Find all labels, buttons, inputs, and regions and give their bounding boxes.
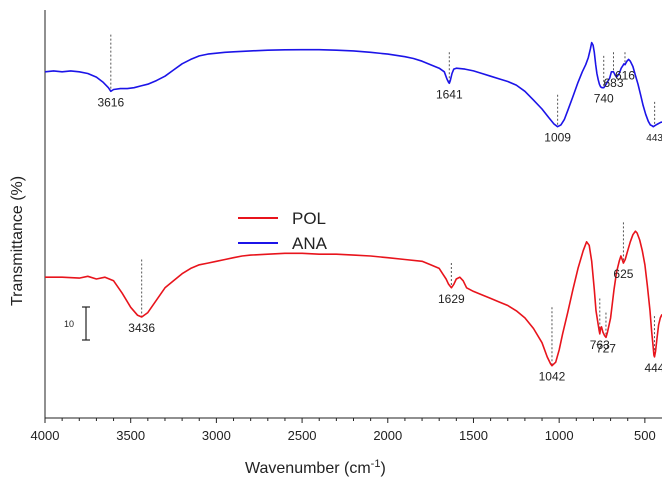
peak-label-3616: 3616: [97, 95, 124, 109]
series-line-pol: [45, 230, 662, 367]
peak-label-443: 443: [646, 133, 662, 144]
legend-label-ana: ANA: [292, 234, 328, 253]
peak-label-616: 616: [615, 69, 635, 83]
legend-label-pol: POL: [292, 209, 326, 228]
plot-frame: [44, 10, 662, 419]
x-tick-label-500: 500: [634, 428, 656, 443]
legend: POL ANA: [238, 209, 328, 253]
peak-guide-lines: [110, 34, 656, 366]
x-tick-label-3500: 3500: [116, 428, 145, 443]
x-tick-label-3000: 3000: [202, 428, 231, 443]
peak-label-1629: 1629: [438, 292, 465, 306]
scale-bar-label: 10: [64, 319, 74, 329]
peak-label-763: 763: [590, 338, 610, 352]
peak-label-625: 625: [613, 267, 633, 281]
x-axis-title-sup: -1: [371, 458, 381, 470]
x-tick-label-4000: 4000: [31, 428, 60, 443]
series-lines: [44, 41, 662, 367]
x-tick-label-1500: 1500: [459, 428, 488, 443]
x-axis-title-end: ): [380, 460, 385, 477]
peak-label-740: 740: [594, 92, 614, 106]
x-tick-label-1000: 1000: [545, 428, 574, 443]
x-tick-label-2000: 2000: [373, 428, 402, 443]
x-axis-title-text: Wavenumber (cm: [245, 460, 371, 477]
peak-label-1042: 1042: [539, 370, 566, 384]
x-axis-title: Wavenumber (cm-1): [245, 458, 386, 477]
peak-label-444: 444: [644, 361, 662, 375]
scale-bar: 10: [64, 306, 90, 341]
series-line-ana: [44, 41, 662, 128]
peak-label-683: 683: [603, 76, 623, 90]
peak-label-1641: 1641: [436, 87, 463, 101]
x-tick-label-2500: 2500: [288, 428, 317, 443]
peak-label-3436: 3436: [128, 321, 155, 335]
peak-label-1009: 1009: [544, 131, 571, 145]
x-axis-ticks: 4000 3500 3000 2500 2000 1500 1000 500: [31, 418, 656, 443]
y-axis-title: Transmittance (%): [9, 176, 26, 306]
peak-label-727: 727: [596, 341, 616, 355]
